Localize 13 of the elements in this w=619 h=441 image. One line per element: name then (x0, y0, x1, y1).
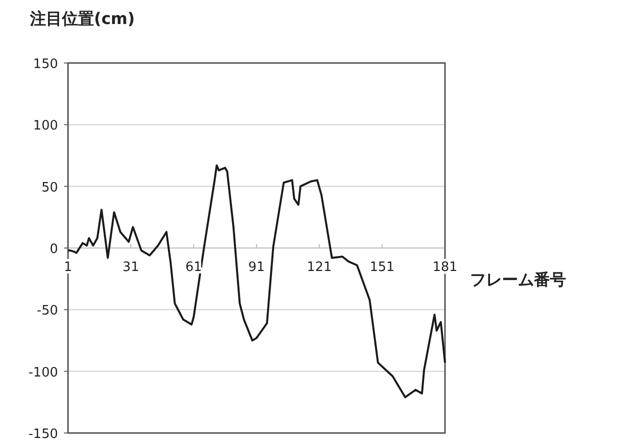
x-tick-label: 121 (306, 260, 332, 275)
x-axis-title: フレーム番号 (470, 270, 566, 289)
y-axis-title: 注目位置(cm) (29, 9, 135, 28)
y-tick-label: -100 (28, 365, 58, 380)
y-tick-label: 50 (41, 180, 58, 196)
x-tick-label: 31 (122, 260, 140, 275)
y-tick-label: 150 (33, 57, 58, 72)
y-tick-label: -150 (28, 427, 58, 441)
y-tick-label: 0 (50, 242, 58, 257)
y-tick-label: 100 (33, 118, 58, 134)
x-tick-label: 91 (248, 260, 265, 275)
y-tick-label: -50 (36, 304, 58, 319)
x-tick-label: 151 (370, 260, 395, 275)
